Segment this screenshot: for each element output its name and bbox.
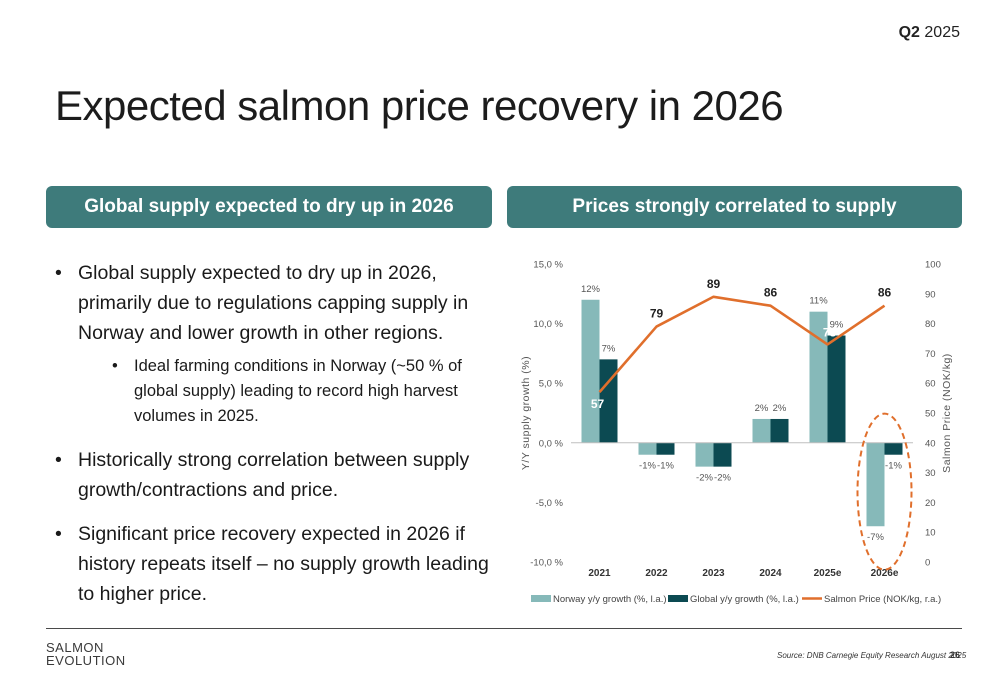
bullet-text: Historically strong correlation between … [78, 449, 470, 501]
price-data-label: 79 [650, 307, 664, 321]
quarter-year: 2025 [924, 24, 960, 41]
price-data-label: 57 [591, 397, 605, 411]
y2-tick-label: 70 [925, 349, 936, 360]
bullet-item: • Historically strong correlation betwee… [52, 445, 492, 505]
company-logo: SALMON EVOLUTION [46, 641, 126, 667]
bar-data-label: -1% [885, 461, 902, 472]
bar-data-label: -7% [867, 532, 884, 543]
bar-data-label: 2% [755, 403, 769, 414]
y2-tick-label: 0 [925, 558, 930, 569]
quarter-bold: Q2 [898, 24, 920, 41]
source-note: Source: DNB Carnegie Equity Research Aug… [777, 651, 967, 660]
bullet-text: Significant price recovery expected in 2… [78, 523, 489, 605]
y2-tick-label: 40 [925, 438, 936, 449]
y-tick-label: -10,0 % [530, 558, 563, 569]
bar-global [770, 418, 789, 443]
page-number: 26 [950, 650, 961, 660]
y2-tick-label: 20 [925, 498, 936, 509]
y2-tick-label: 30 [925, 468, 936, 479]
quarter-label: Q2 2025 [899, 24, 960, 42]
bar-global [713, 442, 732, 467]
y-tick-label: 10,0 % [533, 319, 563, 330]
bar-norway [809, 311, 828, 443]
chart-svg: -10,0 % -5,0 % 0,0 % 5,0 % 10,0 % 15,0 % 0 10 20… [520, 260, 953, 606]
bullet-list: • Global supply expected to dry up in 20… [52, 258, 492, 623]
bullet-text: Global supply expected to dry up in 2026… [78, 262, 469, 344]
bar-data-label: 7% [602, 343, 616, 354]
bar-norway [866, 442, 885, 527]
bullet-dot: • [55, 449, 62, 471]
y-tick-label: 0,0 % [539, 438, 564, 449]
bullet-dot: • [55, 523, 62, 545]
bar-global [884, 442, 903, 455]
bar-data-label: -1% [657, 461, 674, 472]
price-data-label: 73 [823, 325, 837, 339]
sub-bullet-text: Ideal farming conditions in Norway (~50 … [134, 357, 462, 425]
x-tick-label: 2026e [871, 568, 899, 579]
supply-price-chart: -10,0 % -5,0 % 0,0 % 5,0 % 10,0 % 15,0 % 0 10 20… [507, 250, 967, 620]
x-tick-label: 2024 [759, 568, 782, 579]
bar-norway [581, 299, 600, 443]
logo-line-2: EVOLUTION [46, 653, 126, 668]
bar-data-label: -1% [639, 461, 656, 472]
bar-global [599, 359, 618, 443]
bar-norway [752, 418, 771, 443]
legend-label: Salmon Price (NOK/kg, r.a.) [824, 594, 941, 605]
sub-bullet-item: • Ideal farming conditions in Norway (~5… [52, 354, 492, 429]
footer-divider [46, 628, 962, 629]
bar-data-label: 12% [581, 284, 601, 295]
right-panel-heading: Prices strongly correlated to supply [507, 186, 962, 228]
legend-label: Global y/y growth (%, l.a.) [690, 594, 799, 605]
price-data-label: 86 [764, 286, 778, 300]
y-axis-title: Y/Y supply growth (%) [520, 356, 532, 470]
y2-tick-label: 60 [925, 379, 936, 390]
bullet-item: • Global supply expected to dry up in 20… [52, 258, 492, 348]
legend-label: Norway y/y growth (%, l.a.) [553, 594, 667, 605]
y-tick-label: -5,0 % [536, 498, 564, 509]
y-tick-label: 5,0 % [539, 379, 564, 390]
bar-global [827, 335, 846, 443]
bar-data-label: 2% [773, 403, 787, 414]
bullet-dot: • [55, 262, 62, 284]
bar-data-label: 11% [809, 296, 828, 307]
price-data-label: 89 [707, 277, 721, 291]
price-data-label: 86 [878, 286, 892, 300]
highlight-ellipse [856, 412, 913, 571]
bar-norway [695, 442, 714, 467]
x-tick-label: 2021 [588, 568, 611, 579]
y2-tick-label: 90 [925, 289, 936, 300]
bar-global [656, 442, 675, 455]
y2-tick-label: 50 [925, 409, 936, 420]
bullet-item: • Significant price recovery expected in… [52, 519, 492, 609]
y-tick-label: 15,0 % [533, 260, 563, 271]
legend-swatch [531, 595, 551, 602]
x-tick-label: 2022 [645, 568, 668, 579]
y2-tick-label: 80 [925, 319, 936, 330]
bar-data-label: -2% [696, 473, 713, 484]
x-tick-label: 2025e [814, 568, 842, 579]
logo-line-1: SALMON [46, 640, 104, 655]
x-tick-label: 2023 [702, 568, 725, 579]
legend-swatch [668, 595, 688, 602]
bullet-dot: • [112, 357, 118, 375]
y2-tick-label: 10 [925, 528, 936, 539]
left-panel-heading: Global supply expected to dry up in 2026 [46, 186, 492, 228]
bar-data-label: -2% [714, 473, 731, 484]
y2-tick-label: 100 [925, 260, 941, 271]
y2-axis-title: Salmon Price (NOK/kg) [941, 353, 953, 473]
price-line [598, 295, 886, 393]
bar-data-label: 9% [830, 320, 844, 331]
page-title: Expected salmon price recovery in 2026 [55, 82, 784, 129]
bar-norway [638, 442, 657, 455]
